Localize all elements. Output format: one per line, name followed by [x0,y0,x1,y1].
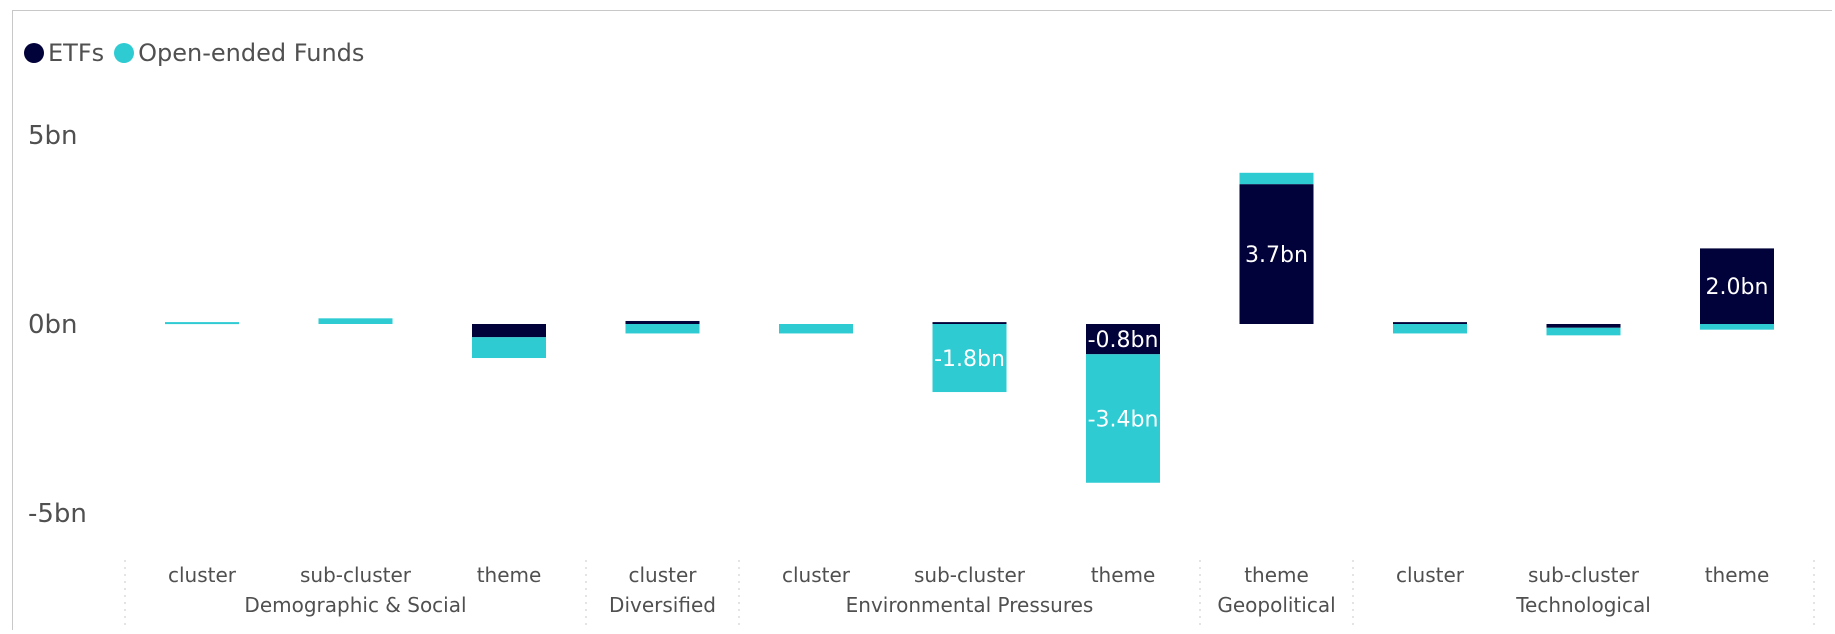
bar-open-ended-funds[interactable] [1700,324,1774,330]
y-tick-label: 5bn [28,121,78,151]
bar-etfs[interactable] [1700,248,1774,324]
bar-open-ended-funds[interactable] [165,322,239,325]
bar-etfs[interactable] [1546,324,1621,328]
legend-item-open-ended-funds[interactable]: Open-ended Funds [114,39,364,67]
x-tick-label: cluster [168,563,237,587]
bar-open-ended-funds[interactable] [1086,354,1160,483]
data-label: 2.0bn [1706,275,1769,300]
group-label: Technological [1515,593,1651,617]
x-tick-label: sub-cluster [914,563,1026,587]
x-tick-label: sub-cluster [1528,563,1640,587]
legend-dot-etfs-icon [24,43,44,63]
x-tick-label: cluster [1396,563,1465,587]
x-tick-label: cluster [782,563,851,587]
x-tick-label: theme [1705,563,1770,587]
group-label: Geopolitical [1217,593,1335,617]
legend-dot-open-ended-funds-icon [114,43,135,63]
bar-etfs[interactable] [1239,184,1314,324]
bar-open-ended-funds[interactable] [779,324,853,334]
bar-etfs[interactable] [1086,324,1160,355]
legend-label-open-ended-funds: Open-ended Funds [138,39,365,67]
y-tick-label: 0bn [28,310,78,340]
bar-etfs[interactable] [625,320,700,324]
bar-etfs[interactable] [1393,322,1467,325]
group-label: Environmental Pressures [846,593,1094,617]
legend-item-etfs[interactable]: ETFs [24,39,104,67]
bar-open-ended-funds[interactable] [1546,327,1621,336]
x-tick-label: sub-cluster [300,563,412,587]
bar-open-ended-funds[interactable] [318,318,393,324]
bar-etfs[interactable] [932,322,1007,325]
legend-label-etfs: ETFs [48,39,105,67]
bar-open-ended-funds[interactable] [1239,172,1314,185]
bar-open-ended-funds[interactable] [1393,324,1467,334]
group-label: Diversified [609,593,716,617]
data-label: -0.8bn [1088,328,1159,353]
x-tick-label: cluster [628,563,697,587]
y-tick-label: -5bn [28,499,87,529]
x-tick-label: theme [1244,563,1309,587]
bar-open-ended-funds[interactable] [472,337,546,359]
bar-etfs[interactable] [472,324,546,338]
data-label: -1.8bn [934,347,1005,372]
chart-frame [12,10,1832,630]
data-label: -3.4bn [1088,408,1159,433]
chart-legend: ETFs Open-ended Funds [24,38,374,68]
bar-open-ended-funds[interactable] [625,324,700,334]
group-label: Demographic & Social [244,593,466,617]
x-tick-label: theme [1091,563,1156,587]
bar-open-ended-funds[interactable] [932,324,1007,393]
x-tick-label: theme [477,563,542,587]
data-label: 3.7bn [1245,243,1308,268]
